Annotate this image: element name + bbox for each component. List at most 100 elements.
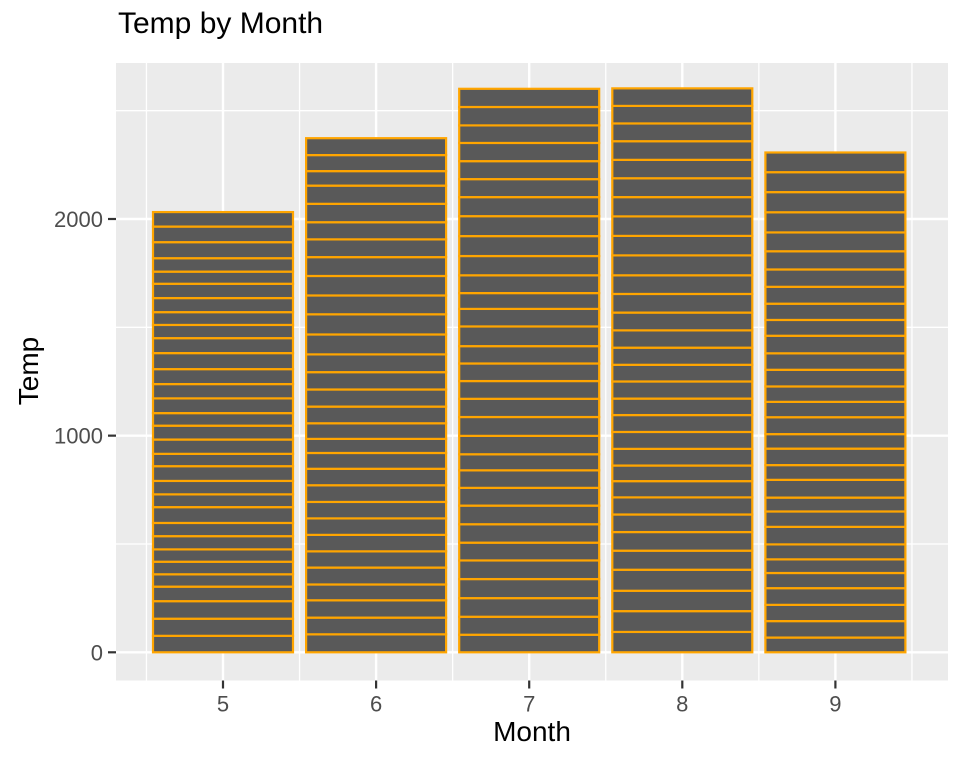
- y-tick-label: 1000: [54, 424, 103, 449]
- bar-segment-month-7: [458, 235, 601, 258]
- bar-segment-month-5: [151, 397, 295, 415]
- bar-segment-month-6: [305, 353, 448, 374]
- bar-segment-month-7: [458, 559, 601, 581]
- bar-segment-month-7: [458, 105, 601, 127]
- bar-segment-month-5: [151, 438, 295, 455]
- bar-segment-month-5: [151, 382, 295, 400]
- bar-segment-month-8: [611, 292, 754, 314]
- bar-segment-month-7: [458, 178, 601, 199]
- bar-segment-month-5: [151, 368, 295, 386]
- bar-segment-month-8: [611, 122, 754, 143]
- bar-segment-month-8: [611, 234, 754, 257]
- bar-segment-month-7: [458, 291, 601, 311]
- bar-segment-month-6: [305, 533, 448, 553]
- bar-segment-month-7: [458, 307, 601, 328]
- bar-segment-month-6: [305, 371, 448, 391]
- bar-segment-month-7: [458, 141, 601, 163]
- bar-segment-month-5: [151, 337, 295, 355]
- bar-segment-month-7: [458, 379, 601, 400]
- bar-segment-month-9: [764, 250, 907, 271]
- bar-segment-month-7: [458, 254, 601, 277]
- bar-segment-month-5: [151, 323, 295, 340]
- bar-segment-month-9: [764, 368, 907, 388]
- bar-segment-month-6: [305, 583, 448, 602]
- bar-segment-month-8: [611, 549, 754, 571]
- bar-segment-month-8: [611, 610, 754, 634]
- bar-segment-month-5: [151, 412, 295, 427]
- bar-segment-month-7: [458, 504, 601, 526]
- bar-segment-month-9: [764, 211, 907, 234]
- bar-segment-month-9: [764, 510, 907, 528]
- bar-segment-month-6: [305, 599, 448, 619]
- bar-segment-month-7: [458, 415, 601, 437]
- bar-segment-month-8: [611, 363, 754, 383]
- x-tick-label: 9: [829, 692, 841, 717]
- bar-segment-month-8: [611, 215, 754, 237]
- bar-segment-month-5: [151, 600, 295, 620]
- bar-segment-month-9: [764, 231, 907, 253]
- bar-segment-month-8: [611, 568, 754, 592]
- bar-segment-month-9: [764, 447, 907, 467]
- bar-segment-month-9: [764, 151, 907, 174]
- bar-segment-month-8: [611, 380, 754, 400]
- x-tick-label: 5: [217, 692, 229, 717]
- bar-segment-month-9: [764, 191, 907, 214]
- bar-segment-month-7: [458, 577, 601, 600]
- bar-segment-month-6: [305, 274, 448, 297]
- bar-segment-month-9: [764, 285, 907, 305]
- bar-segment-month-9: [764, 318, 907, 337]
- bar-segment-month-7: [458, 469, 601, 489]
- bar-segment-month-9: [764, 416, 907, 436]
- bar-segment-month-7: [458, 541, 601, 562]
- bar-segment-month-8: [611, 140, 754, 161]
- bar-segment-month-5: [151, 493, 295, 509]
- bar-segment-month-5: [151, 296, 295, 314]
- bar-segment-month-5: [151, 257, 295, 273]
- bar-segment-month-5: [151, 617, 295, 637]
- bar-segment-month-8: [611, 87, 754, 108]
- bar-segment-month-7: [458, 87, 601, 109]
- bar-segment-month-6: [305, 221, 448, 241]
- bar-segment-month-5: [151, 270, 295, 285]
- bar-segment-month-6: [305, 137, 448, 157]
- bar-segment-month-9: [764, 268, 907, 288]
- bar-segment-month-6: [305, 294, 448, 316]
- bar-segment-month-6: [305, 184, 448, 205]
- bar-segment-month-8: [611, 530, 754, 552]
- x-tick-label: 6: [370, 692, 382, 717]
- bar-segment-month-5: [151, 506, 295, 525]
- bar-segment-month-6: [305, 484, 448, 504]
- bar-segment-month-5: [151, 634, 295, 654]
- bar-segment-month-8: [611, 329, 754, 349]
- bar-segment-month-5: [151, 424, 295, 441]
- y-tick-label: 0: [91, 640, 103, 665]
- bar-segment-month-7: [458, 196, 601, 218]
- bar-segment-month-7: [458, 345, 601, 365]
- x-axis-title: Month: [493, 716, 571, 747]
- bar-segment-month-6: [305, 422, 448, 440]
- bar-segment-month-5: [151, 352, 295, 371]
- bar-segment-month-8: [611, 254, 754, 277]
- bar-segment-month-8: [611, 158, 754, 180]
- bar-segment-month-8: [611, 346, 754, 366]
- bar-segment-month-6: [305, 616, 448, 636]
- bar-segment-month-7: [458, 274, 601, 295]
- bar-segment-month-5: [151, 311, 295, 327]
- bar-segment-month-5: [151, 521, 295, 538]
- bar-segment-month-6: [305, 633, 448, 654]
- bar-segment-month-7: [458, 615, 601, 636]
- bar-segment-month-8: [611, 104, 754, 125]
- bar-segment-month-9: [764, 171, 907, 194]
- bar-segment-month-9: [764, 636, 907, 654]
- y-tick-label: 2000: [54, 207, 103, 232]
- bar-segment-month-9: [764, 464, 907, 481]
- bar-segment-month-9: [764, 587, 907, 606]
- bar-segment-month-8: [611, 464, 754, 483]
- bar-segment-month-6: [305, 566, 448, 586]
- bar-segment-month-7: [458, 362, 601, 383]
- bar-segment-month-6: [305, 451, 448, 470]
- bar-segment-month-5: [151, 465, 295, 483]
- bar-segment-month-9: [764, 334, 907, 355]
- bar-segment-month-8: [611, 397, 754, 417]
